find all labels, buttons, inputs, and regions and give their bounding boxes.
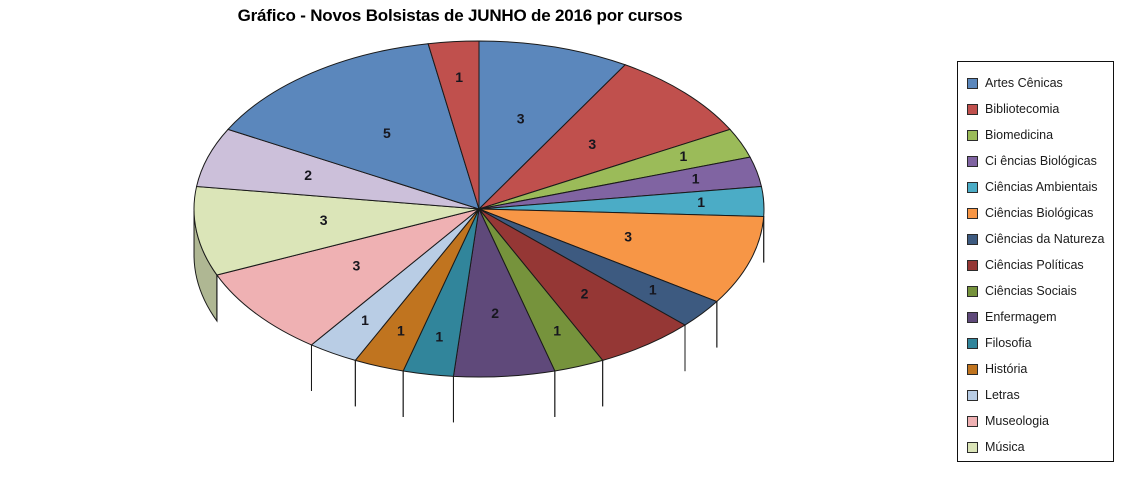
legend-swatch-icon: [967, 337, 978, 349]
pie-slice[interactable]: [478, 64, 731, 210]
legend-swatch-icon: [967, 129, 978, 141]
legend-item[interactable]: Ciências Políticas: [967, 252, 1113, 278]
legend-swatch-icon: [967, 389, 978, 401]
legend-item[interactable]: Bibliotecomia: [967, 96, 1113, 122]
pie-slice[interactable]: [216, 208, 480, 346]
legend-item-label: Ci ências Biológicas: [985, 154, 1097, 168]
legend-item-label: Ciências Biológicas: [985, 206, 1094, 220]
pie-slice-value-label: 1: [697, 194, 705, 210]
pie-3d-side: [193, 210, 765, 423]
chart-legend: Artes Cênicas Bibliotecomia Biomedicina Ci …: [957, 61, 1114, 462]
pie-slice-value-label: 3: [353, 257, 361, 273]
pie-slice[interactable]: [478, 208, 765, 303]
pie-slice-value-label: 1: [435, 329, 443, 345]
legend-item[interactable]: Letras: [967, 382, 1113, 408]
legend-item[interactable]: Enfermagem: [967, 304, 1113, 330]
pie-slice-value-label: 3: [624, 228, 632, 244]
legend-item-label: Museologia: [985, 414, 1049, 428]
legend-item-label: Bibliotecomia: [985, 102, 1060, 116]
legend-swatch-icon: [967, 441, 978, 453]
pie-slice-value-label: 1: [361, 312, 369, 328]
legend-item[interactable]: Museologia: [967, 408, 1113, 434]
legend-item-label: Ciências Ambientais: [985, 180, 1098, 194]
legend-item[interactable]: Música: [967, 434, 1113, 460]
pie-slice[interactable]: [193, 185, 480, 276]
pie-slice[interactable]: [227, 43, 480, 210]
pie-slice-value-label: 3: [588, 136, 596, 152]
pie-slice[interactable]: [478, 40, 627, 211]
legend-item[interactable]: Filosofia: [967, 330, 1113, 356]
legend-swatch-icon: [967, 233, 978, 245]
legend-swatch-icon: [967, 363, 978, 375]
legend-item[interactable]: Ci ências Biológicas: [967, 148, 1113, 174]
pie-slice-value-label: 1: [397, 322, 405, 338]
legend-swatch-icon: [967, 311, 978, 323]
legend-item[interactable]: Ciências da Natureza: [967, 226, 1113, 252]
legend-item[interactable]: Biomedicina: [967, 122, 1113, 148]
page-title: Gráfico - Novos Bolsistas de JUNHO de 20…: [237, 6, 683, 25]
pie-slice-value-label: 1: [553, 322, 561, 338]
legend-swatch-icon: [967, 77, 978, 89]
pie-slice-value-label: 5: [383, 125, 391, 141]
legend-item[interactable]: Ciências Ambientais: [967, 174, 1113, 200]
legend-swatch-icon: [967, 415, 978, 427]
legend-swatch-icon: [967, 285, 978, 297]
legend-item[interactable]: História: [967, 356, 1113, 382]
pie-slice-value-label: 1: [692, 171, 700, 187]
legend-item-label: Filosofia: [985, 336, 1032, 350]
legend-item-label: Letras: [985, 388, 1020, 402]
pie-slice-value-label: 2: [304, 167, 312, 183]
legend-swatch-icon: [967, 181, 978, 193]
legend-swatch-icon: [967, 207, 978, 219]
pie-top-faces: [193, 40, 765, 378]
legend-item-label: Música: [985, 440, 1025, 454]
legend-item-label: Biomedicina: [985, 128, 1054, 142]
pie-slice-value-label: 2: [491, 305, 499, 321]
pie-slice-value-label: 1: [680, 148, 688, 164]
legend-item[interactable]: Ciências Biológicas: [967, 200, 1113, 226]
pie-slice-value-label: 3: [517, 111, 525, 127]
legend-item-label: Ciências da Natureza: [985, 232, 1105, 246]
pie-slice-value-label: 3: [320, 212, 328, 228]
legend-item[interactable]: Artes Cênicas: [967, 70, 1113, 96]
legend-item[interactable]: Ciências Sociais: [967, 278, 1113, 304]
pie-slice-value-label: 1: [455, 69, 463, 85]
legend-item-label: Artes Cênicas: [985, 76, 1063, 90]
legend-swatch-icon: [967, 259, 978, 271]
legend-item-label: Enfermagem: [985, 310, 1057, 324]
legend-item-label: História: [985, 362, 1028, 376]
legend-swatch-icon: [967, 103, 978, 115]
legend-item-label: Ciências Sociais: [985, 284, 1077, 298]
legend-item-label: Ciências Políticas: [985, 258, 1084, 272]
pie-slice[interactable]: [427, 40, 480, 210]
pie-slice-value-label: 2: [581, 285, 589, 301]
pie-slice-value-label: 1: [649, 281, 657, 297]
legend-swatch-icon: [967, 155, 978, 167]
